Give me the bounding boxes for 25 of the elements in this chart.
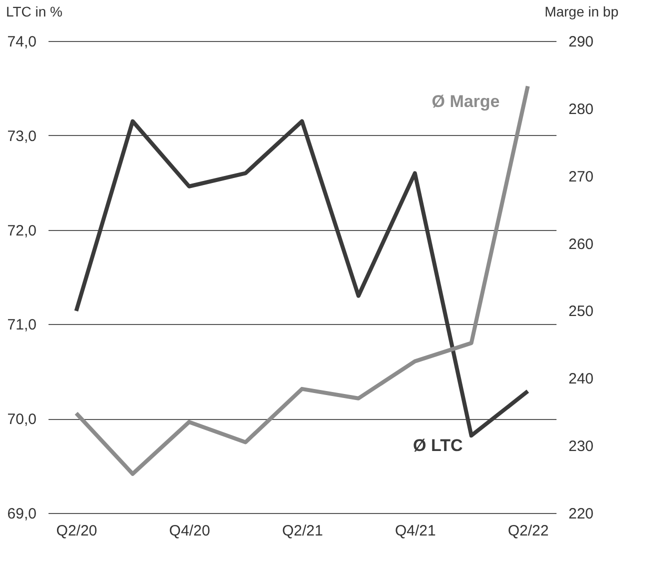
- y-axis-title: LTC in %: [6, 4, 62, 20]
- y2-tick-label: 270: [568, 168, 594, 186]
- series-label: Ø LTC: [413, 436, 463, 456]
- x-tick-label: Q2/22: [508, 522, 549, 540]
- y2-tick-label: 220: [568, 506, 594, 522]
- y-tick-label: 71,0: [7, 316, 36, 334]
- y2-tick-label: 260: [568, 236, 594, 253]
- x-tick-label: Q4/20: [169, 522, 210, 540]
- line-series: [74, 84, 530, 476]
- y-tick-label: 72,0: [7, 222, 36, 240]
- x-tick-label: Q2/21: [282, 522, 323, 540]
- series-label: Ø Marge: [432, 92, 500, 112]
- y2-tick-label: 290: [568, 34, 594, 50]
- y2-tick-label: 280: [568, 100, 594, 118]
- y-tick-label: 74,0: [7, 34, 36, 50]
- y-tick-label: 70,0: [7, 411, 36, 428]
- line-series: [74, 119, 530, 438]
- y2-tick-label: 240: [568, 370, 594, 388]
- y2-axis-title: Marge in bp: [544, 4, 619, 20]
- y-tick-label: 69,0: [7, 506, 36, 522]
- x-tick-label: Q4/21: [394, 522, 436, 540]
- x-tick-label: Q2/20: [56, 522, 98, 540]
- y2-tick-label: 250: [568, 303, 594, 320]
- y-tick-label: 73,0: [7, 128, 36, 145]
- y2-tick-label: 230: [568, 438, 594, 456]
